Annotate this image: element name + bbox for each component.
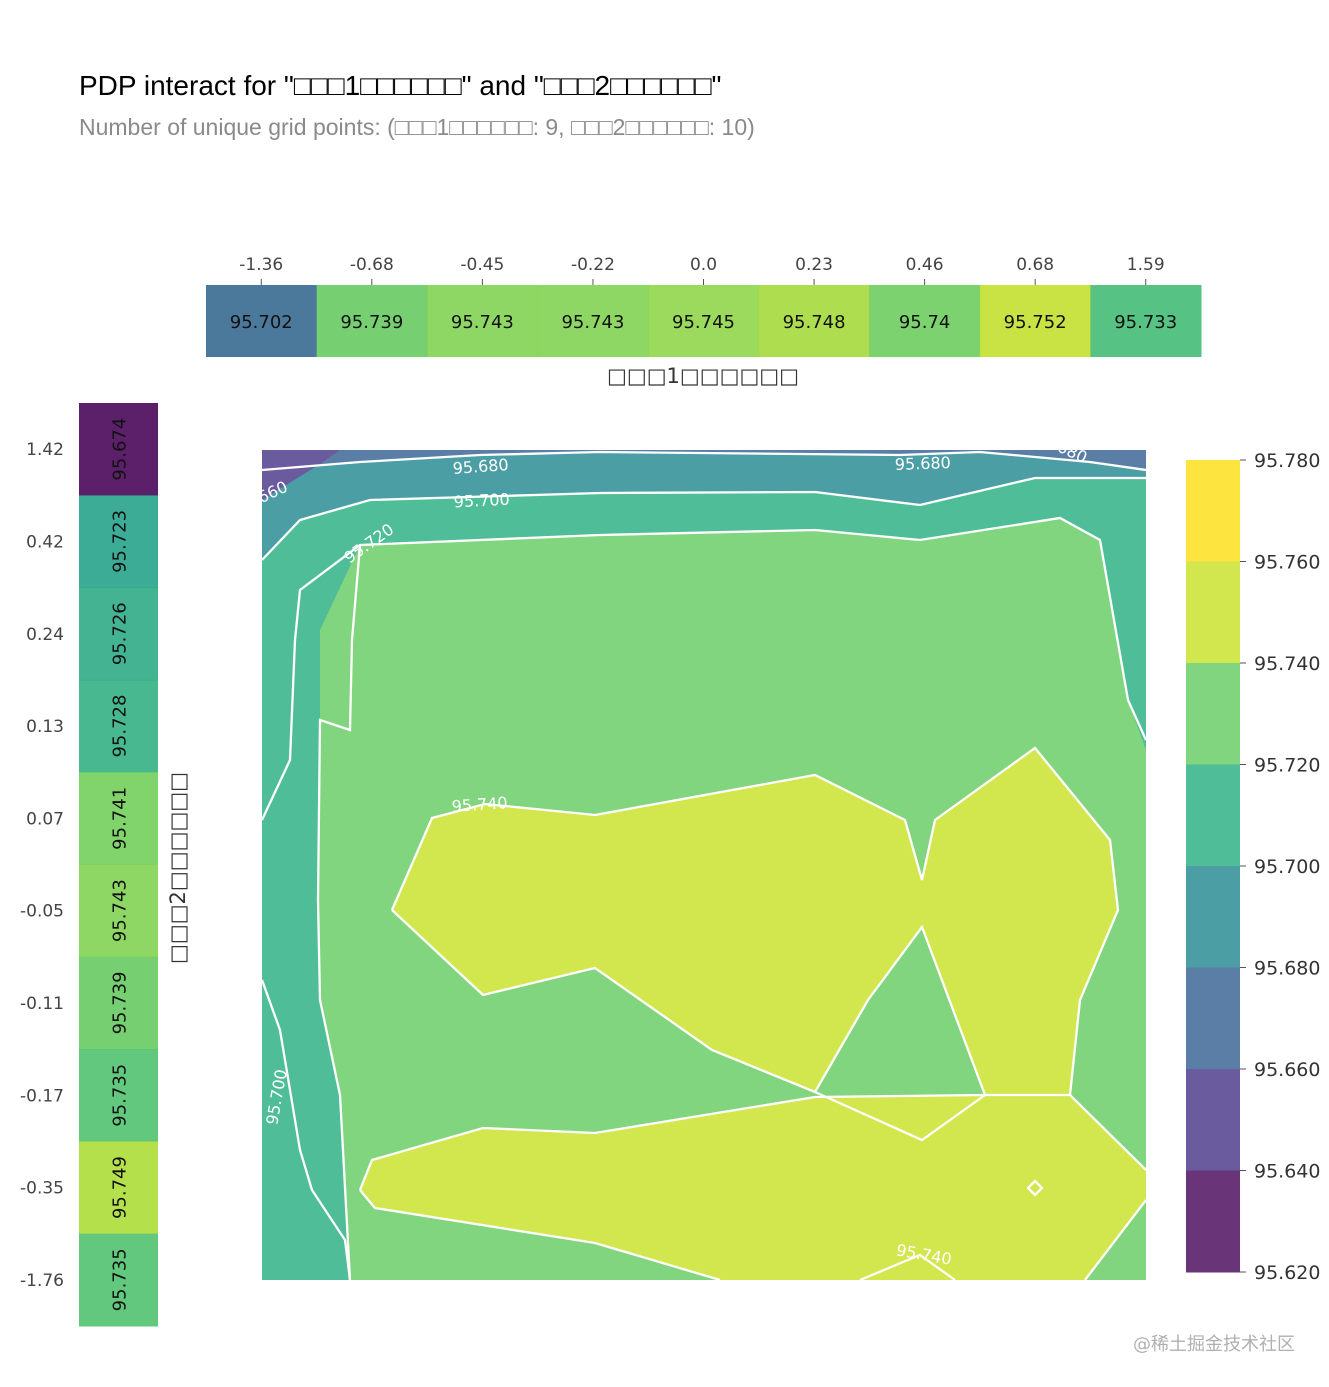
contour-label: 95.700 — [453, 490, 510, 512]
left-cell — [79, 864, 158, 958]
top-tick-label: 0.23 — [795, 255, 833, 275]
left-cell-value: 95.735 — [110, 1064, 131, 1127]
top-cell-value: 95.702 — [230, 312, 293, 333]
interaction-contour: 95.68095.70095.72095.74095.68066068095.7… — [262, 450, 1146, 1280]
colorbar-band — [1186, 967, 1240, 1070]
top-cell-value: 95.743 — [451, 312, 514, 333]
colorbar-tick-label: 95.780 — [1254, 450, 1320, 472]
top-cell — [316, 285, 428, 357]
left-cell — [79, 956, 158, 1050]
colorbar-tick-label: 95.720 — [1254, 755, 1320, 777]
top-tick-label: -0.45 — [460, 255, 504, 275]
top-cell-value: 95.743 — [561, 312, 624, 333]
left-cell — [79, 772, 158, 865]
left-strip-ylabel: □□□2□□□□□□ — [166, 772, 190, 964]
top-cell — [979, 285, 1091, 357]
left-cell-value: 95.674 — [110, 418, 131, 481]
colorbar-tick-label: 95.640 — [1254, 1161, 1320, 1183]
top-cell-value: 95.733 — [1114, 312, 1177, 333]
left-tick-label: -1.76 — [20, 1271, 64, 1291]
colorbar-tick-label: 95.760 — [1254, 552, 1320, 574]
top-tick-label: -0.22 — [571, 255, 615, 275]
colorbar-tick-label: 95.700 — [1254, 856, 1320, 878]
top-cell-value: 95.745 — [672, 312, 735, 333]
left-tick-label: -0.35 — [20, 1179, 64, 1199]
left-cell-value: 95.728 — [110, 695, 131, 758]
left-cell — [79, 1141, 158, 1235]
contour-label: 95.740 — [451, 793, 508, 816]
left-cell — [79, 679, 158, 773]
left-cell — [79, 1049, 158, 1142]
top-cell-value: 95.752 — [1004, 312, 1067, 333]
left-tick-label: 0.42 — [26, 532, 64, 552]
left-tick-label: 0.13 — [26, 717, 64, 737]
top-cell — [427, 285, 539, 357]
colorbar-band — [1186, 663, 1240, 765]
left-cell-value: 95.739 — [110, 971, 131, 1034]
colorbar-band — [1186, 1170, 1240, 1273]
top-cell — [648, 285, 760, 357]
colorbar-tick-label: 95.620 — [1254, 1262, 1320, 1284]
left-pdp-strip: 95.674 1.42 95.723 0.42 95.726 0.24 95.728 0.13… — [20, 403, 158, 1327]
colorbar-band — [1186, 561, 1240, 664]
top-cell-value: 95.739 — [340, 312, 403, 333]
left-tick-label: -0.11 — [20, 994, 64, 1014]
colorbar-band — [1186, 460, 1240, 562]
top-tick-label: 0.0 — [690, 255, 717, 275]
colorbar-tick-label: 95.660 — [1254, 1059, 1320, 1081]
left-cell-value: 95.735 — [110, 1248, 131, 1311]
top-cell — [758, 285, 870, 357]
colorbar-band — [1186, 866, 1240, 968]
left-cell-value: 95.726 — [110, 602, 131, 665]
contour-label: 95.680 — [452, 455, 509, 478]
left-cell-value: 95.749 — [110, 1156, 131, 1219]
contour-label: 95.680 — [895, 453, 952, 474]
top-cell — [537, 285, 649, 357]
left-tick-label: 0.07 — [26, 809, 64, 829]
contour-lines — [262, 450, 1146, 1280]
contour-region-95.760-c — [360, 1095, 1146, 1280]
contour-region-95.660 — [262, 450, 340, 500]
left-tick-label: -0.05 — [20, 902, 64, 922]
watermark: @稀土掘金技术社区 — [1133, 1334, 1295, 1355]
top-tick-label: -0.68 — [350, 255, 394, 275]
top-tick-label: -1.36 — [239, 255, 283, 275]
colorbar-band — [1186, 764, 1240, 867]
colorbar: 95.780 95.760 95.740 95.720 95.700 95.680 95.6… — [1186, 450, 1320, 1284]
top-cell — [869, 285, 981, 357]
top-tick-label: 1.59 — [1127, 255, 1165, 275]
colorbar-band — [1186, 1069, 1240, 1171]
left-tick-label: 1.42 — [26, 440, 64, 460]
colorbar-tick-label: 95.680 — [1254, 958, 1320, 980]
top-cell — [206, 285, 318, 357]
left-cell — [79, 1233, 158, 1327]
top-cell-value: 95.74 — [899, 312, 951, 333]
colorbar-tick-label: 95.740 — [1254, 653, 1320, 675]
contour-region-95.680 — [262, 450, 1146, 470]
top-cell-value: 95.748 — [783, 312, 846, 333]
left-tick-label: -0.17 — [20, 1086, 64, 1106]
contour-region-95.760-b — [815, 927, 985, 1140]
left-cell — [79, 495, 158, 589]
chart-title: PDP interact for "□□□1□□□□□□" and "□□□2□… — [79, 70, 722, 101]
chart-subtitle: Number of unique grid points: (□□□1□□□□□… — [79, 114, 755, 140]
top-tick-label: 0.68 — [1016, 255, 1054, 275]
left-cell-value: 95.743 — [110, 879, 131, 942]
left-tick-label: 0.24 — [26, 625, 64, 645]
left-cell — [79, 587, 158, 681]
top-strip-xlabel: □□□1□□□□□□ — [607, 364, 799, 388]
left-cell — [79, 403, 158, 496]
top-pdp-strip: 95.702 -1.36 95.739 -0.68 95.743 -0.45 95.743 -… — [206, 255, 1202, 357]
left-cell-value: 95.723 — [110, 510, 131, 573]
top-tick-label: 0.46 — [906, 255, 944, 275]
top-cell — [1090, 285, 1202, 357]
left-cell-value: 95.741 — [110, 787, 131, 850]
